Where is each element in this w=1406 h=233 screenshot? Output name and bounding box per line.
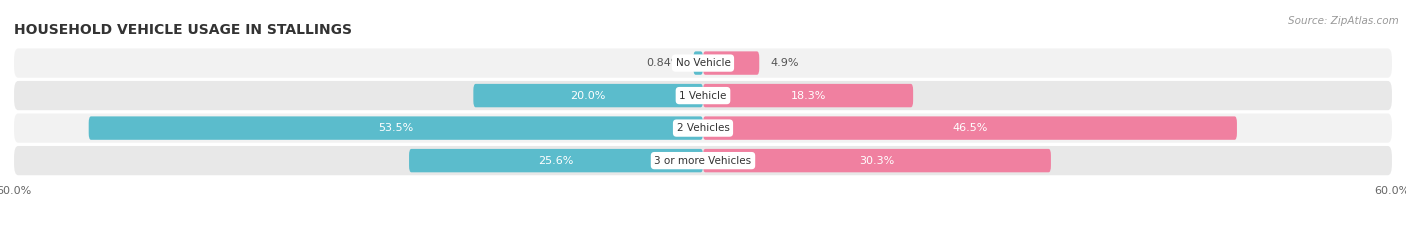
Text: 25.6%: 25.6% [538, 156, 574, 166]
Text: 2 Vehicles: 2 Vehicles [676, 123, 730, 133]
FancyBboxPatch shape [89, 116, 703, 140]
Text: 18.3%: 18.3% [790, 91, 825, 101]
Text: 30.3%: 30.3% [859, 156, 894, 166]
Text: 20.0%: 20.0% [571, 91, 606, 101]
FancyBboxPatch shape [703, 84, 912, 107]
Text: 46.5%: 46.5% [952, 123, 987, 133]
Text: 53.5%: 53.5% [378, 123, 413, 133]
FancyBboxPatch shape [703, 149, 1050, 172]
Text: No Vehicle: No Vehicle [675, 58, 731, 68]
FancyBboxPatch shape [14, 48, 1392, 78]
Text: 0.84%: 0.84% [647, 58, 682, 68]
FancyBboxPatch shape [14, 113, 1392, 143]
Text: HOUSEHOLD VEHICLE USAGE IN STALLINGS: HOUSEHOLD VEHICLE USAGE IN STALLINGS [14, 23, 352, 37]
FancyBboxPatch shape [14, 146, 1392, 175]
FancyBboxPatch shape [474, 84, 703, 107]
Text: 3 or more Vehicles: 3 or more Vehicles [654, 156, 752, 166]
FancyBboxPatch shape [703, 51, 759, 75]
FancyBboxPatch shape [693, 51, 703, 75]
FancyBboxPatch shape [14, 81, 1392, 110]
Text: 1 Vehicle: 1 Vehicle [679, 91, 727, 101]
FancyBboxPatch shape [703, 116, 1237, 140]
Text: 4.9%: 4.9% [770, 58, 799, 68]
Text: Source: ZipAtlas.com: Source: ZipAtlas.com [1288, 16, 1399, 26]
FancyBboxPatch shape [409, 149, 703, 172]
Legend: Owner-occupied, Renter-occupied: Owner-occupied, Renter-occupied [581, 229, 825, 233]
